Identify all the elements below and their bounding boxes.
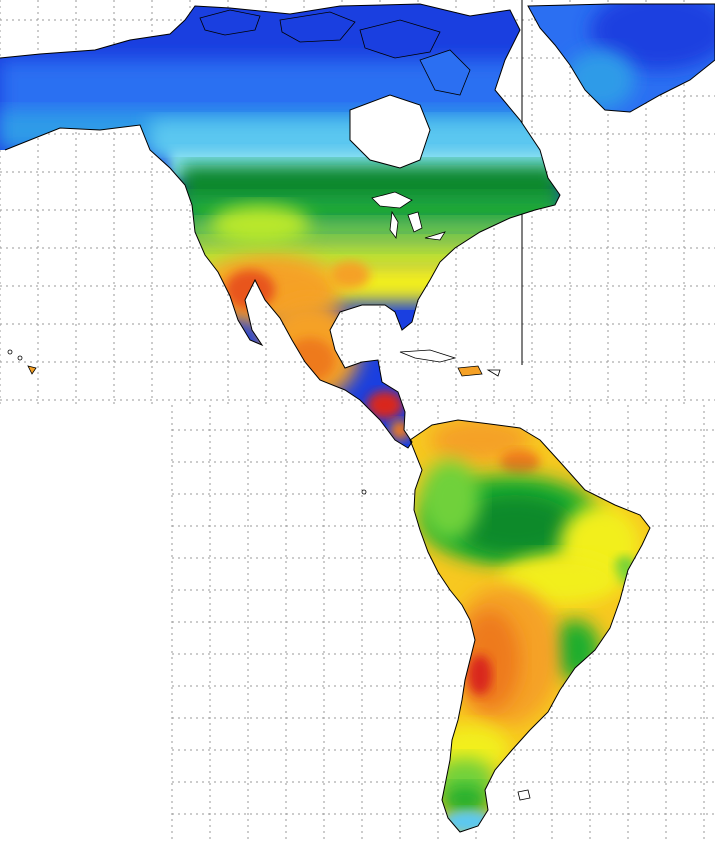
falkland-islands [517, 789, 531, 801]
caribbean-islands [399, 349, 501, 377]
coastlines [0, 3, 715, 833]
great-lakes [371, 191, 446, 241]
hawaii-islands [7, 349, 37, 375]
hudson-bay [349, 94, 431, 169]
greenland-field [528, 4, 715, 112]
arctic-islands [199, 9, 471, 96]
north-america-field [0, 4, 560, 448]
south-america-field [410, 420, 650, 832]
galapagos-island [361, 489, 367, 495]
